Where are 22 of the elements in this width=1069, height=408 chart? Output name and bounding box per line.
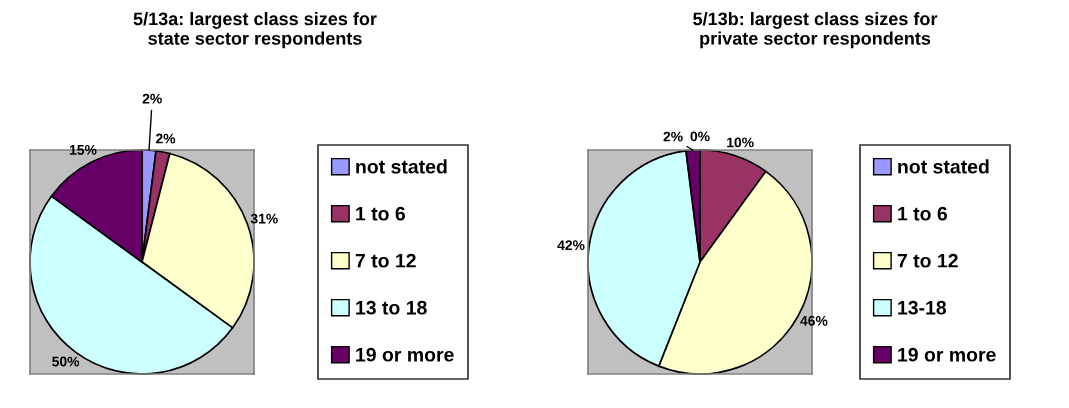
- legend-label: 19 or more: [356, 347, 454, 362]
- data-label: 46%: [800, 315, 828, 326]
- legend-label: 1 to 6: [356, 206, 406, 221]
- data-label: 2%: [663, 131, 683, 142]
- legend-label: 7 to 12: [897, 253, 958, 268]
- data-label: 15%: [69, 145, 97, 155]
- legend-label: 1 to 6: [898, 206, 948, 221]
- data-label: 2%: [155, 133, 176, 144]
- data-label: 10%: [727, 137, 754, 148]
- data-label: 2%: [142, 93, 162, 104]
- data-label: 31%: [250, 213, 278, 224]
- legend-label: 13 to 18: [356, 300, 427, 315]
- legend-label: 19 or more: [898, 347, 996, 362]
- legend-label: 13-18: [898, 300, 947, 315]
- data-label: 42%: [557, 240, 585, 251]
- chart-title: 5/13b: largest class sizes for private sector respondents: [693, 12, 938, 49]
- data-label: 50%: [52, 356, 80, 367]
- legend-label: 7 to 12: [355, 253, 416, 268]
- legend-label: not stated: [898, 159, 989, 174]
- chart-title: 5/13a: largest class sizes for state sector respondents: [133, 12, 377, 49]
- legend-label: not stated: [356, 159, 447, 174]
- text: 0%: [690, 131, 710, 142]
